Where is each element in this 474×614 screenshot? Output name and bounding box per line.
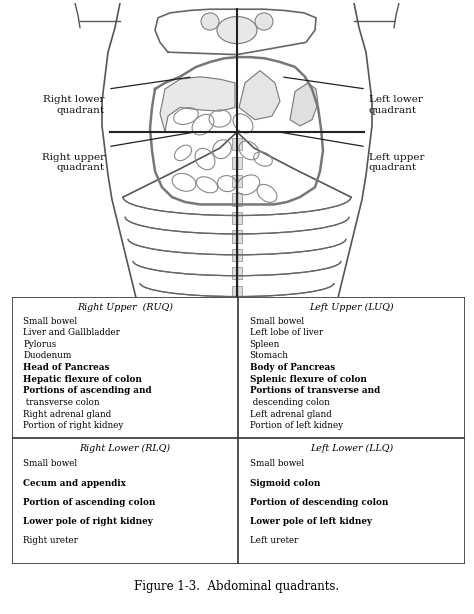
Text: Portion of right kidney: Portion of right kidney — [23, 421, 124, 430]
Text: Figure 1-3.  Abdominal quadrants.: Figure 1-3. Abdominal quadrants. — [135, 580, 339, 594]
Text: Right adrenal gland: Right adrenal gland — [23, 410, 111, 419]
Bar — [232, 175, 242, 187]
Text: Portion of ascending colon: Portion of ascending colon — [23, 498, 155, 507]
Ellipse shape — [217, 17, 257, 44]
Text: Stomach: Stomach — [249, 351, 289, 360]
Text: Small bowel: Small bowel — [249, 459, 304, 468]
Polygon shape — [239, 71, 280, 120]
Text: Left Lower (LLQ): Left Lower (LLQ) — [310, 443, 393, 453]
Ellipse shape — [255, 13, 273, 30]
Text: Splenic flexure of colon: Splenic flexure of colon — [249, 375, 366, 384]
Text: Hepatic flexure of colon: Hepatic flexure of colon — [23, 375, 142, 384]
Text: Portions of ascending and: Portions of ascending and — [23, 386, 152, 395]
Text: Right ureter: Right ureter — [23, 537, 78, 545]
Text: Portion of left kidney: Portion of left kidney — [249, 421, 343, 430]
Polygon shape — [160, 77, 235, 132]
Text: Portion of descending colon: Portion of descending colon — [249, 498, 388, 507]
Bar — [232, 249, 242, 261]
Text: Pylorus: Pylorus — [23, 340, 56, 349]
Text: Small bowel: Small bowel — [23, 459, 77, 468]
Bar — [232, 304, 242, 316]
Text: Portions of transverse and: Portions of transverse and — [249, 386, 380, 395]
Text: Left Upper (LUQ): Left Upper (LUQ) — [309, 303, 394, 313]
Text: Right Lower (RLQ): Right Lower (RLQ) — [80, 443, 171, 453]
Bar — [232, 286, 242, 298]
Text: transverse colon: transverse colon — [23, 398, 100, 407]
Polygon shape — [290, 83, 318, 126]
Bar — [232, 267, 242, 279]
Ellipse shape — [201, 13, 219, 30]
Text: Lower pole of right kidney: Lower pole of right kidney — [23, 517, 153, 526]
Bar — [232, 193, 242, 206]
Text: Left lower
quadrant: Left lower quadrant — [369, 95, 423, 115]
Text: Spleen: Spleen — [249, 340, 280, 349]
Text: Lower pole of left kidney: Lower pole of left kidney — [249, 517, 372, 526]
Text: Left ureter: Left ureter — [249, 537, 298, 545]
Text: Left lobe of liver: Left lobe of liver — [249, 328, 323, 337]
Text: descending colon: descending colon — [249, 398, 329, 407]
Text: Body of Pancreas: Body of Pancreas — [249, 363, 335, 372]
Bar — [232, 138, 242, 150]
Text: Cecum and appendix: Cecum and appendix — [23, 479, 126, 488]
Text: Small bowel: Small bowel — [249, 317, 304, 325]
Text: Liver and Gallbladder: Liver and Gallbladder — [23, 328, 120, 337]
Text: Left upper
quadrant: Left upper quadrant — [369, 153, 425, 173]
Text: Right lower
quadrant: Right lower quadrant — [44, 95, 105, 115]
Bar — [232, 212, 242, 224]
Text: Right Upper  (RUQ): Right Upper (RUQ) — [77, 303, 173, 313]
Text: Head of Pancreas: Head of Pancreas — [23, 363, 109, 372]
Text: Left adrenal gland: Left adrenal gland — [249, 410, 331, 419]
Text: Small bowel: Small bowel — [23, 317, 77, 325]
Text: Sigmoid colon: Sigmoid colon — [249, 479, 320, 488]
Text: Duodenum: Duodenum — [23, 351, 72, 360]
Bar — [232, 230, 242, 243]
Text: Right upper
quadrant: Right upper quadrant — [42, 153, 105, 173]
Bar — [232, 322, 242, 335]
Bar — [232, 157, 242, 169]
